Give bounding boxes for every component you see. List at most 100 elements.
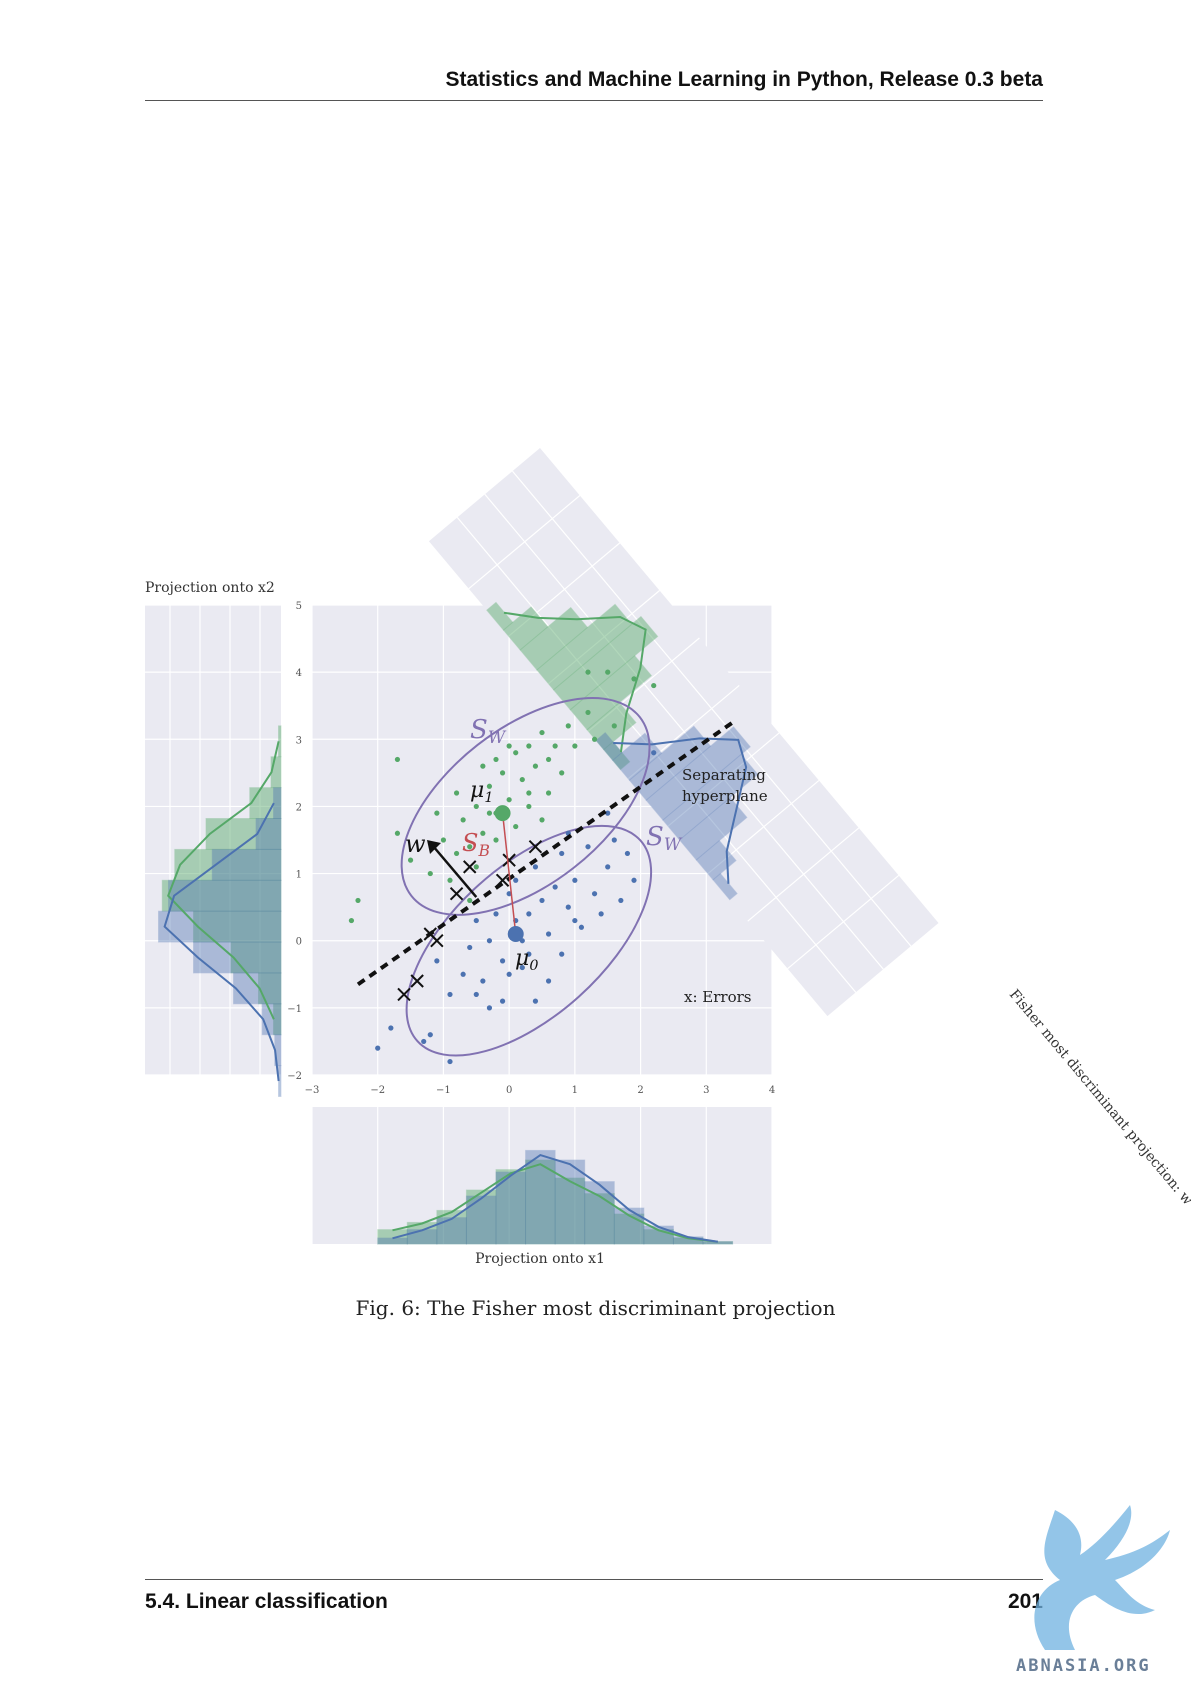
x-hist-bar-class0 bbox=[554, 1159, 586, 1245]
mean-class0 bbox=[507, 926, 524, 942]
class1-point bbox=[545, 756, 552, 763]
class0-point bbox=[506, 971, 512, 977]
class1-point bbox=[493, 837, 499, 843]
mu0-label: μ0 bbox=[515, 946, 538, 974]
error-marker bbox=[463, 860, 477, 874]
separating-label-line2: hyperplane bbox=[682, 787, 768, 805]
y-tick-label: −1 bbox=[287, 1004, 302, 1015]
mu1-label: μ1 bbox=[470, 778, 493, 806]
error-marker bbox=[495, 873, 510, 887]
class1-point bbox=[486, 810, 493, 816]
class0-point bbox=[467, 944, 473, 951]
class1-point bbox=[394, 830, 401, 836]
y-hist-bar-class0 bbox=[255, 818, 282, 850]
class0-point bbox=[598, 911, 604, 917]
class0-point bbox=[545, 931, 552, 937]
class0-point bbox=[539, 897, 545, 904]
class0-point bbox=[532, 864, 539, 870]
class0-point bbox=[513, 877, 519, 883]
y-hist-bar-class0 bbox=[158, 910, 282, 943]
class1-point bbox=[591, 736, 598, 742]
class1-point bbox=[611, 723, 617, 729]
mean-class1 bbox=[494, 805, 511, 822]
sw-label-lower: SW bbox=[646, 822, 683, 854]
class0-point bbox=[631, 877, 637, 883]
page-footer: 5.4. Linear classification 201 bbox=[145, 1579, 1043, 1613]
y-kde-class0 bbox=[163, 802, 280, 1082]
x-tick-label: −1 bbox=[436, 1085, 451, 1096]
x-hist-bar-class0 bbox=[702, 1241, 734, 1245]
class1-point bbox=[480, 830, 486, 836]
class1-point bbox=[526, 743, 532, 749]
x-hist-bar-class0 bbox=[465, 1195, 497, 1245]
x-tick-label: 4 bbox=[769, 1085, 775, 1096]
sb-line bbox=[501, 813, 517, 935]
class1-point bbox=[453, 850, 460, 857]
fisher-kde-class0 bbox=[613, 737, 748, 884]
class1-point bbox=[394, 756, 401, 763]
w-arrow bbox=[432, 845, 478, 898]
y-tick-label: 5 bbox=[296, 601, 302, 612]
class0-point bbox=[605, 864, 611, 870]
class0-point bbox=[388, 1025, 394, 1031]
x-hist-bar-class0 bbox=[406, 1229, 438, 1245]
y-tick-label: 1 bbox=[296, 870, 302, 881]
class1-point bbox=[513, 823, 519, 830]
y-kde-class1 bbox=[167, 741, 280, 1020]
fisher-bar-class1 bbox=[552, 615, 659, 711]
error-marker bbox=[397, 987, 411, 1002]
y-hist-bar-class0 bbox=[168, 879, 282, 912]
error-marker bbox=[502, 853, 516, 867]
figure-caption: Fig. 6: The Fisher most discriminant pro… bbox=[355, 1296, 836, 1320]
class0-point bbox=[526, 951, 532, 957]
class1-point bbox=[440, 837, 447, 843]
x-hist-bar-class0 bbox=[377, 1237, 408, 1245]
x-tick-label: 1 bbox=[572, 1085, 578, 1096]
class1-point bbox=[545, 790, 552, 796]
error-marker bbox=[410, 974, 424, 988]
class0-point bbox=[651, 750, 657, 756]
class1-point bbox=[539, 729, 545, 736]
class1-point bbox=[519, 776, 525, 783]
class0-point bbox=[375, 1045, 381, 1051]
class1-point bbox=[407, 857, 414, 863]
class1-point bbox=[473, 864, 479, 870]
class0-point bbox=[578, 924, 585, 930]
y-hist-bar-class0 bbox=[273, 787, 282, 820]
x-tick-label: 0 bbox=[506, 1085, 512, 1096]
x-hist-bar-class1 bbox=[554, 1177, 586, 1245]
class1-point bbox=[355, 897, 361, 904]
running-title: Statistics and Machine Learning in Pytho… bbox=[445, 68, 1043, 91]
y-hist-bar-class0 bbox=[211, 848, 282, 881]
fisher-bar-class0 bbox=[645, 726, 751, 821]
class1-point bbox=[434, 810, 440, 816]
class0-point bbox=[499, 958, 506, 964]
class1-point bbox=[467, 844, 473, 850]
class0-point bbox=[572, 917, 578, 924]
class0-point bbox=[618, 897, 624, 904]
class0-point bbox=[493, 911, 499, 917]
class0-point bbox=[572, 877, 578, 883]
class1-point bbox=[572, 743, 578, 749]
y-hist-bar-class1 bbox=[230, 941, 282, 974]
x-hist-bar-class1 bbox=[525, 1159, 556, 1245]
page-header: Statistics and Machine Learning in Pytho… bbox=[145, 66, 1043, 101]
y-tick-label: 0 bbox=[296, 937, 302, 948]
x-hist-bar-class0 bbox=[643, 1225, 674, 1245]
class0-point bbox=[591, 891, 598, 897]
class0-point bbox=[519, 964, 525, 971]
class1-point bbox=[486, 783, 493, 789]
fisher-bar-class1 bbox=[519, 606, 589, 671]
x-hist-bar-class1 bbox=[613, 1213, 645, 1245]
fisher-grid-h bbox=[511, 470, 912, 947]
y-tick-label: −2 bbox=[287, 1071, 302, 1082]
class1-point bbox=[506, 743, 512, 749]
class0-point bbox=[421, 1038, 427, 1045]
y-marginal-panel bbox=[145, 605, 281, 1075]
class1-point bbox=[473, 803, 479, 810]
class0-point bbox=[552, 884, 558, 890]
fisher-bar-class0 bbox=[662, 753, 759, 841]
x-hist-bar-class0 bbox=[525, 1149, 556, 1245]
error-marker bbox=[528, 840, 543, 854]
